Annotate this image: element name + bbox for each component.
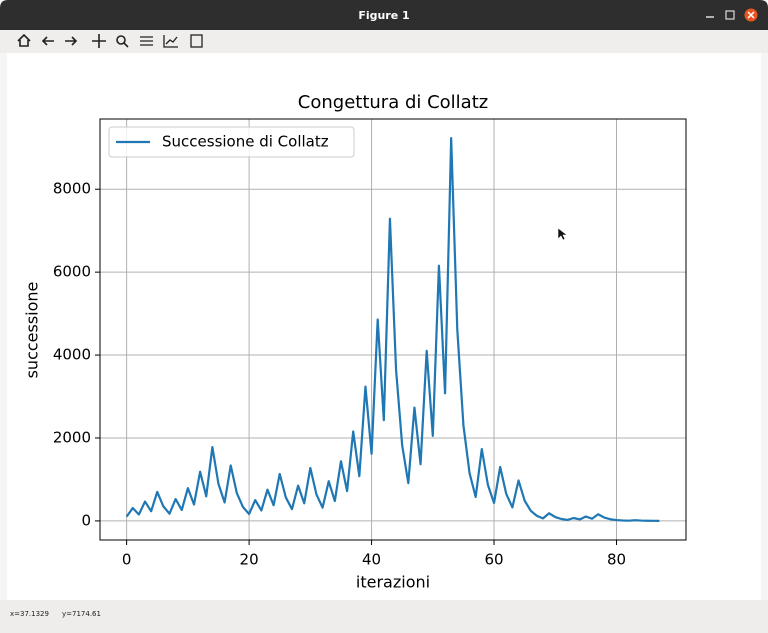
legend-label: Successione di Collatz	[162, 133, 329, 151]
forward-button[interactable]	[65, 36, 78, 46]
toolbar-icons	[17, 33, 203, 48]
zoom-button[interactable]	[116, 35, 129, 48]
status-x: x=37.1329	[10, 610, 49, 618]
x-tick-label: 20	[240, 551, 259, 569]
legend-box	[108, 126, 355, 158]
mouse-cursor	[557, 227, 568, 241]
axes-frame	[99, 118, 687, 541]
edit-axes-button[interactable]	[163, 35, 178, 48]
y-axis-label: successione	[23, 282, 42, 379]
data-line	[125, 137, 660, 522]
y-tick-label: 6000	[53, 263, 91, 281]
back-button[interactable]	[41, 36, 54, 46]
x-tick-label: 40	[362, 551, 381, 569]
pan-button[interactable]	[92, 34, 106, 48]
home-button[interactable]	[17, 33, 31, 47]
title-bar	[0, 0, 768, 30]
y-tick-label: 2000	[53, 428, 91, 446]
status-bar	[0, 600, 768, 633]
save-button[interactable]	[190, 34, 203, 48]
configure-button[interactable]	[140, 36, 153, 46]
maximize-button[interactable]	[725, 10, 735, 20]
plot-area: 0 20 40 60 80 0 2000 4000 6000 8000 Successione di…	[53, 118, 687, 569]
status-y: y=7174.61	[62, 610, 101, 618]
toolbar	[0, 30, 768, 53]
x-tick-label: 0	[122, 551, 132, 569]
x-tick-label: 60	[484, 551, 503, 569]
y-tick-label: 4000	[53, 346, 91, 364]
x-tick-label: 80	[607, 551, 626, 569]
y-tick-label: 0	[81, 511, 91, 529]
close-button[interactable]	[744, 8, 758, 22]
y-tick-label: 8000	[53, 180, 91, 198]
x-axis-label: iterazioni	[356, 573, 430, 592]
window-title: Figure 1	[358, 9, 409, 22]
chart-title: Congettura di Collatz	[298, 92, 488, 113]
